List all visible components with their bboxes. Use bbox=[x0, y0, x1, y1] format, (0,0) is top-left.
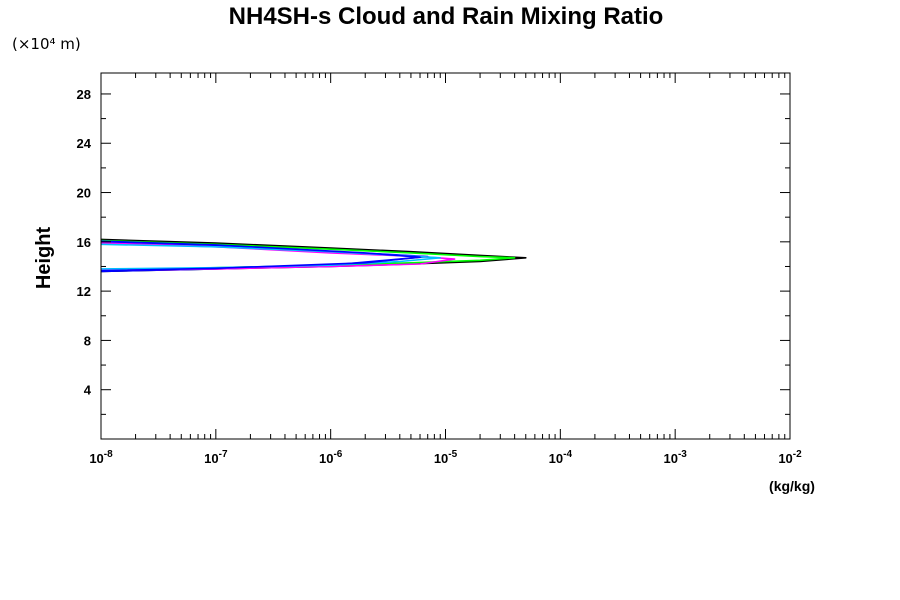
y-tick-label: 8 bbox=[84, 333, 91, 348]
axis-ticks: 10-8 10-7 10-6 10-5 10-4 10-3 10-2 4 8 12 16 20 24 28 bbox=[77, 73, 802, 466]
y-tick-label: 4 bbox=[84, 383, 92, 398]
x-tick-label: 10-7 bbox=[204, 449, 228, 466]
plot-frame bbox=[100, 72, 791, 440]
chart-title: NH4SH-s Cloud and Rain Mixing Ratio bbox=[229, 3, 664, 30]
x-axis-label: (kg/kg) bbox=[769, 478, 815, 494]
y-tick-label: 24 bbox=[77, 136, 92, 151]
y-tick-label: 12 bbox=[77, 284, 91, 299]
y-scale-label: (×10⁴ m) bbox=[12, 35, 81, 53]
y-tick-label: 16 bbox=[77, 235, 91, 250]
x-tick-label: 10-5 bbox=[434, 449, 458, 466]
data-series-group bbox=[100, 238, 527, 273]
x-tick-label: 10-3 bbox=[663, 449, 687, 466]
x-tick-label: 10-2 bbox=[778, 449, 802, 466]
series-line-6 bbox=[100, 240, 421, 272]
y-axis-label: Height bbox=[33, 227, 55, 290]
x-tick-label: 10-6 bbox=[319, 449, 343, 466]
y-tick-label: 28 bbox=[77, 87, 91, 102]
x-tick-label: 10-4 bbox=[549, 449, 573, 466]
x-tick-label: 10-8 bbox=[89, 449, 113, 466]
y-tick-label: 20 bbox=[77, 186, 91, 201]
